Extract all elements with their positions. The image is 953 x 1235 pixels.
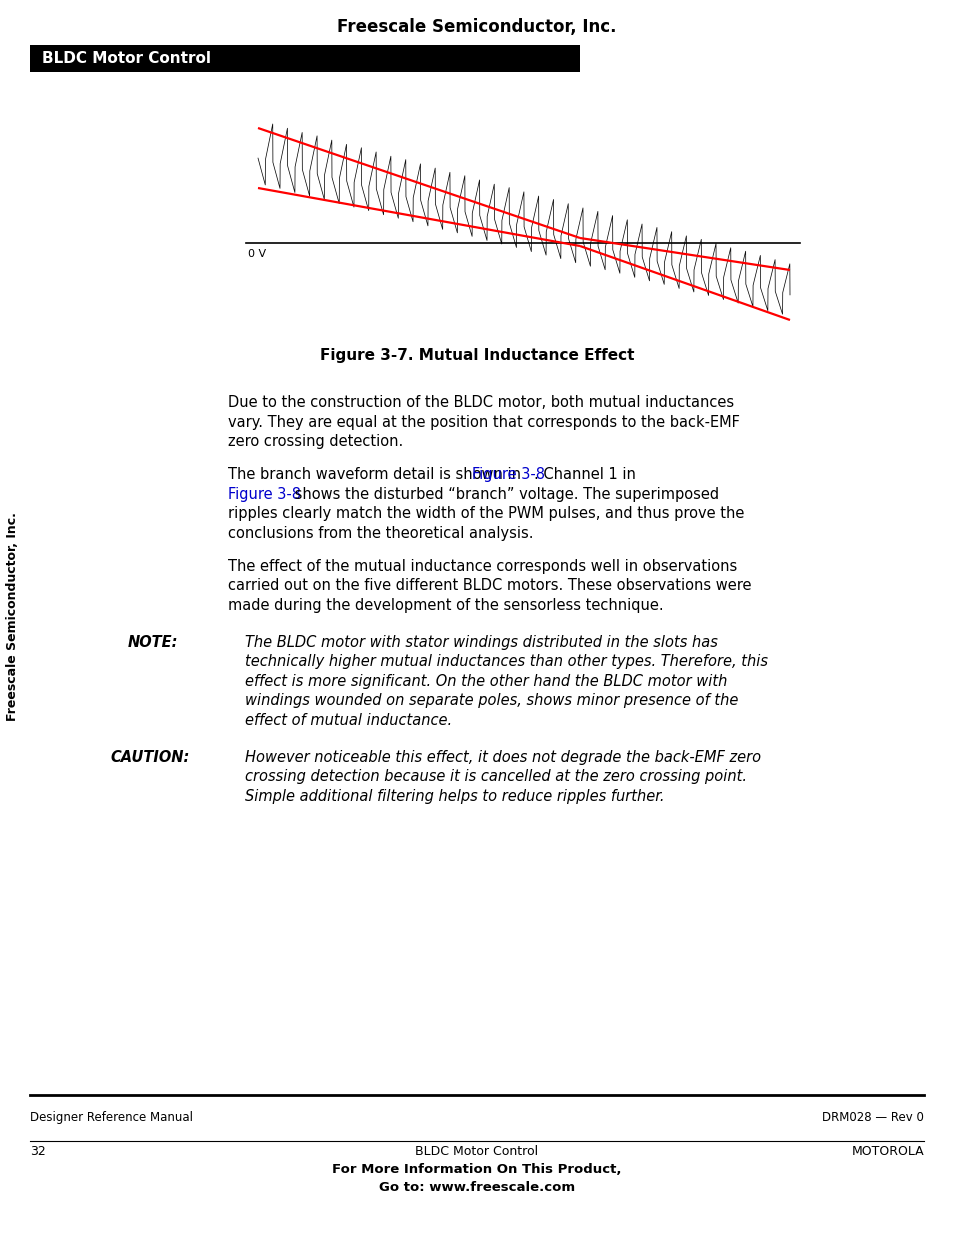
Text: 0 V: 0 V	[248, 249, 266, 259]
Text: shows the disturbed “branch” voltage. The superimposed: shows the disturbed “branch” voltage. Th…	[290, 487, 719, 501]
Text: BLDC Motor Control: BLDC Motor Control	[42, 51, 211, 65]
Text: technically higher mutual inductances than other types. Therefore, this: technically higher mutual inductances th…	[245, 655, 767, 669]
Text: conclusions from the theoretical analysis.: conclusions from the theoretical analysi…	[228, 526, 533, 541]
Text: The branch waveform detail is shown in: The branch waveform detail is shown in	[228, 467, 525, 482]
Text: The BLDC motor with stator windings distributed in the slots has: The BLDC motor with stator windings dist…	[245, 635, 717, 650]
Text: zero crossing detection.: zero crossing detection.	[228, 433, 403, 450]
Text: DRM028 — Rev 0: DRM028 — Rev 0	[821, 1112, 923, 1124]
Text: For More Information On This Product,: For More Information On This Product,	[332, 1163, 621, 1176]
Text: BLDC Motor Control: BLDC Motor Control	[415, 1145, 538, 1158]
Text: carried out on the five different BLDC motors. These observations were: carried out on the five different BLDC m…	[228, 578, 751, 593]
Text: windings wounded on separate poles, shows minor presence of the: windings wounded on separate poles, show…	[245, 693, 738, 709]
Text: . Channel 1 in: . Channel 1 in	[534, 467, 636, 482]
Text: vary. They are equal at the position that corresponds to the back-EMF: vary. They are equal at the position tha…	[228, 415, 740, 430]
Text: NOTE:: NOTE:	[128, 635, 178, 650]
Text: However noticeable this effect, it does not degrade the back-EMF zero: However noticeable this effect, it does …	[245, 750, 760, 764]
Text: made during the development of the sensorless technique.: made during the development of the senso…	[228, 598, 663, 613]
Text: effect is more significant. On the other hand the BLDC motor with: effect is more significant. On the other…	[245, 674, 726, 689]
Text: The effect of the mutual inductance corresponds well in observations: The effect of the mutual inductance corr…	[228, 558, 737, 574]
Text: MOTOROLA: MOTOROLA	[850, 1145, 923, 1158]
Text: 32: 32	[30, 1145, 46, 1158]
Text: Figure 3-8: Figure 3-8	[471, 467, 544, 482]
Text: Figure 3-8: Figure 3-8	[228, 487, 301, 501]
Text: Freescale Semiconductor, Inc.: Freescale Semiconductor, Inc.	[7, 513, 19, 721]
Text: Designer Reference Manual: Designer Reference Manual	[30, 1112, 193, 1124]
Text: Due to the construction of the BLDC motor, both mutual inductances: Due to the construction of the BLDC moto…	[228, 395, 734, 410]
Text: crossing detection because it is cancelled at the zero crossing point.: crossing detection because it is cancell…	[245, 769, 746, 784]
Text: Go to: www.freescale.com: Go to: www.freescale.com	[378, 1181, 575, 1194]
Text: CAUTION:: CAUTION:	[110, 750, 190, 764]
Text: ripples clearly match the width of the PWM pulses, and thus prove the: ripples clearly match the width of the P…	[228, 506, 743, 521]
Bar	[30, 44, 579, 72]
Text: effect of mutual inductance.: effect of mutual inductance.	[245, 713, 452, 727]
Text: Freescale Semiconductor, Inc.: Freescale Semiconductor, Inc.	[337, 19, 616, 36]
Text: Figure 3-7. Mutual Inductance Effect: Figure 3-7. Mutual Inductance Effect	[319, 348, 634, 363]
Text: Simple additional filtering helps to reduce ripples further.: Simple additional filtering helps to red…	[245, 789, 664, 804]
